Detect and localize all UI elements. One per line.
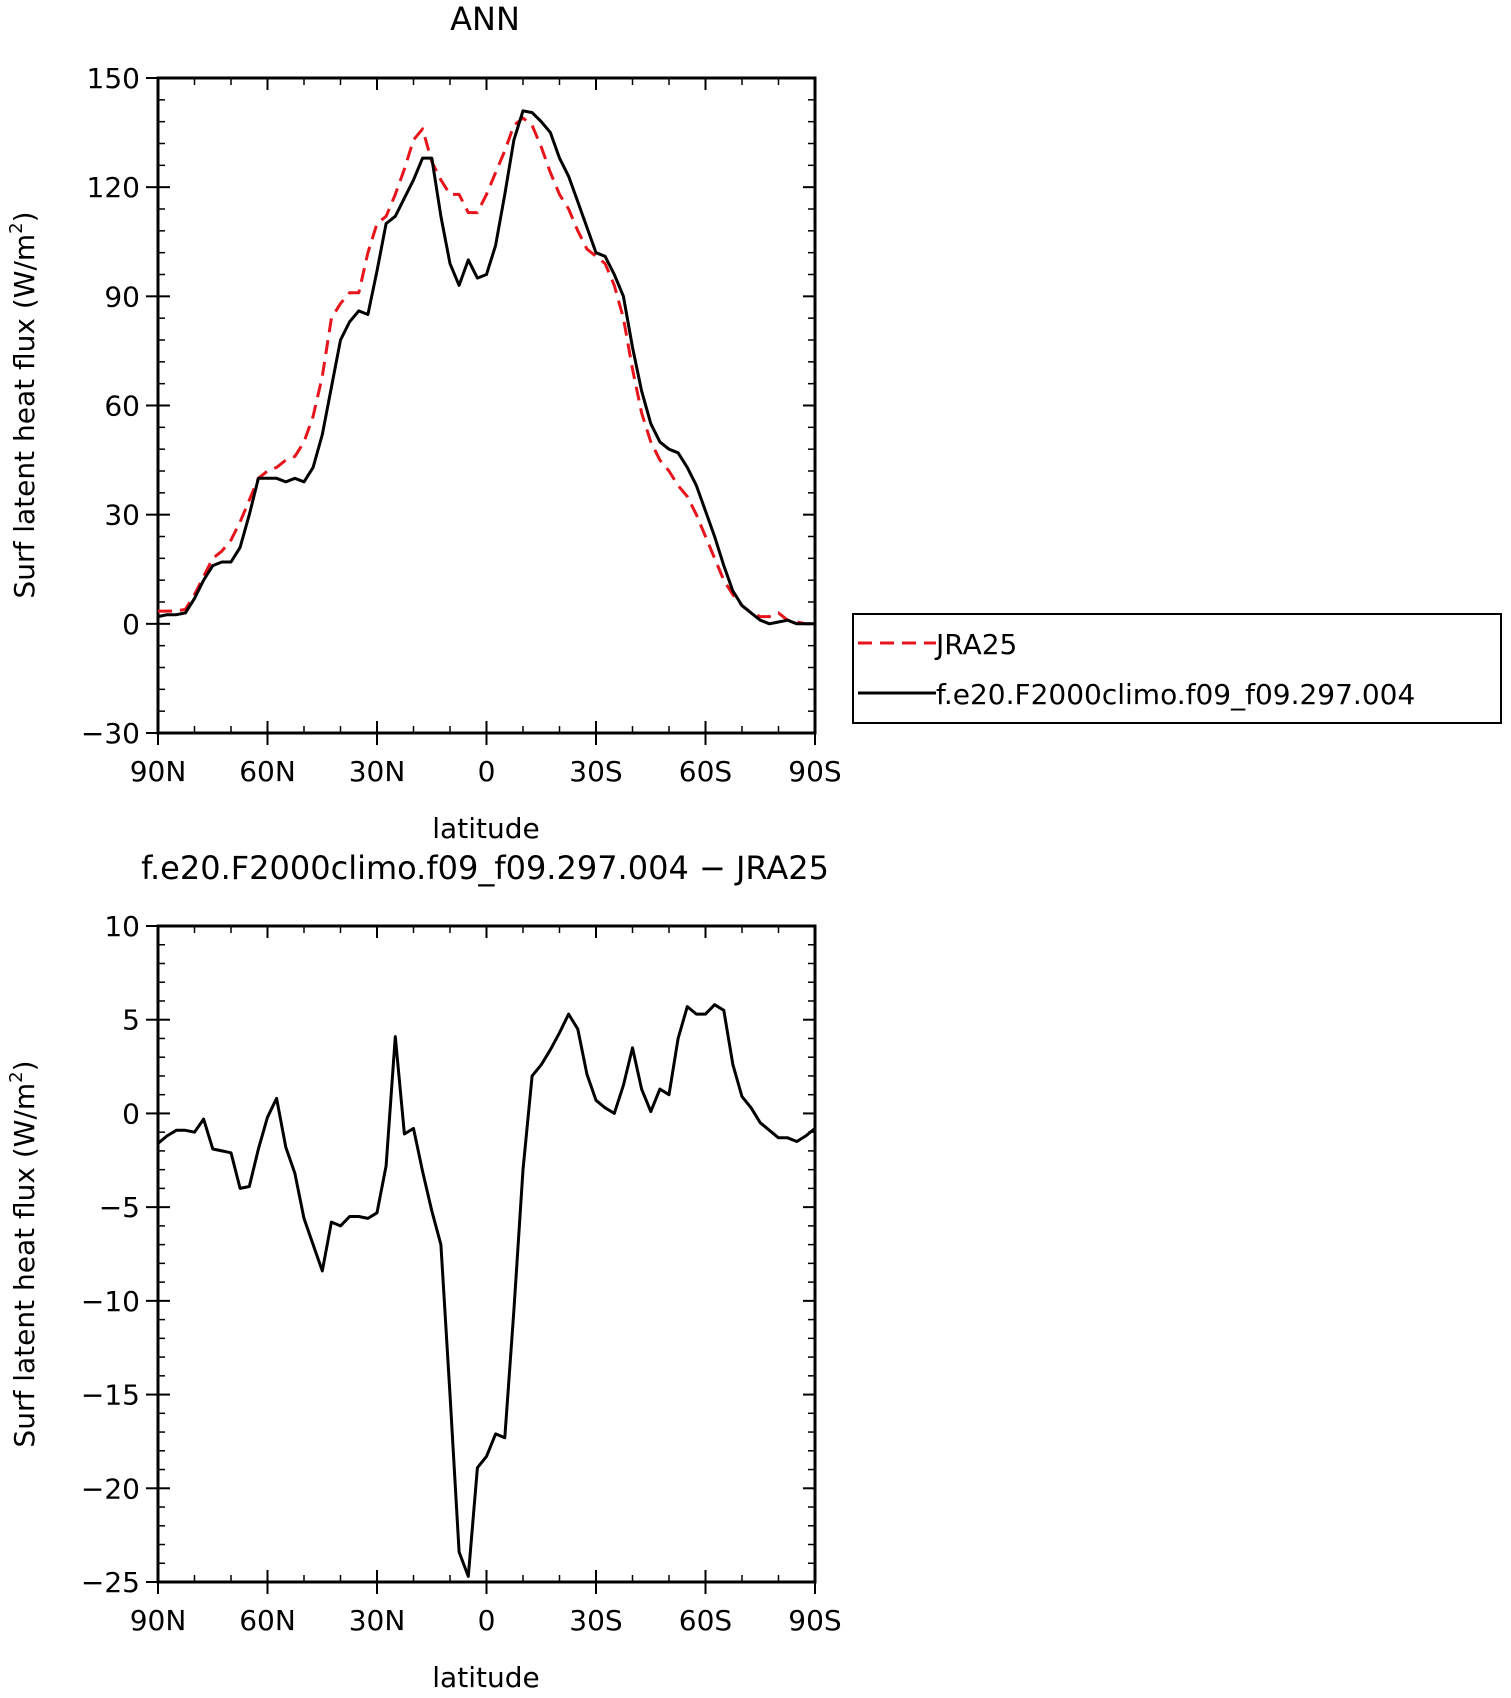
y-axis-label: Surf latent heat flux (W/m2)	[6, 1060, 41, 1447]
x-tick-label: 60S	[679, 755, 732, 788]
x-tick-label: 90S	[788, 1604, 841, 1637]
y-tick-label: 5	[122, 1004, 140, 1037]
x-tick-label: 0	[478, 1604, 496, 1637]
series-line-difference	[157, 1003, 816, 1578]
y-tick-label: 0	[122, 608, 140, 641]
chart-difference: f.e20.F2000climo.f09_f09.297.004 − JRA25…	[6, 849, 842, 1694]
series-line-model	[157, 109, 815, 626]
x-tick-labels: 90N 60N 30N 0 30S 60S 90S	[130, 1604, 842, 1637]
y-tick-label: 150	[87, 62, 140, 95]
chart-title: ANN	[450, 0, 520, 38]
x-tick-label: 60S	[679, 1604, 732, 1637]
y-axis-label: Surf latent heat flux (W/m2)	[6, 211, 41, 598]
y-tick-labels: −30 0 30 60 90 120 150	[81, 62, 140, 750]
x-tick-label: 90N	[130, 755, 187, 788]
axis-ticks	[146, 925, 816, 1594]
plot-frame	[156, 76, 817, 735]
x-axis-label: latitude	[432, 1661, 539, 1693]
x-axis-label: latitude	[432, 812, 539, 845]
series-lines	[157, 1003, 816, 1578]
y-tick-label: 30	[104, 499, 140, 532]
y-tick-label: −5	[99, 1191, 140, 1224]
y-tick-label: 60	[104, 390, 140, 423]
y-tick-label: 0	[122, 1097, 140, 1130]
x-tick-label: 30N	[349, 755, 406, 788]
legend-label-model: f.e20.F2000climo.f09_f09.297.004	[936, 678, 1415, 711]
series-line-jra25	[158, 116, 815, 626]
y-tick-labels: −25 −20 −15 −10 −5 0 5 10	[81, 910, 140, 1599]
x-tick-label: 30S	[569, 1604, 622, 1637]
y-tick-label: 120	[87, 171, 140, 204]
y-tick-label: −30	[81, 717, 140, 750]
legend-box	[852, 613, 1502, 724]
legend: JRA25 f.e20.F2000climo.f09_f09.297.004	[852, 613, 1502, 724]
x-tick-label: 30N	[349, 1604, 406, 1637]
y-tick-label: −25	[81, 1566, 140, 1599]
y-tick-label: −10	[81, 1285, 140, 1318]
series-lines	[157, 109, 815, 626]
axis-ticks	[146, 77, 816, 745]
x-tick-label: 0	[478, 755, 496, 788]
y-tick-label: 90	[104, 280, 140, 313]
x-tick-label: 60N	[239, 1604, 296, 1637]
x-tick-label: 60N	[239, 755, 296, 788]
legend-label-jra25: JRA25	[934, 628, 1017, 661]
x-tick-labels: 90N 60N 30N 0 30S 60S 90S	[130, 755, 842, 788]
x-tick-label: 90N	[130, 1604, 187, 1637]
x-tick-label: 30S	[569, 755, 622, 788]
x-tick-label: 90S	[788, 755, 841, 788]
chart-annual-mean: ANN −30 0 30 60 90 120 150 90N 60N 30N 0 30S 60S 90S…	[6, 0, 842, 845]
y-tick-label: −20	[81, 1472, 140, 1505]
plot-frame	[156, 924, 817, 1584]
y-tick-label: −15	[81, 1379, 140, 1412]
chart-title: f.e20.F2000climo.f09_f09.297.004 − JRA25	[141, 849, 829, 887]
y-tick-label: 10	[104, 910, 140, 943]
